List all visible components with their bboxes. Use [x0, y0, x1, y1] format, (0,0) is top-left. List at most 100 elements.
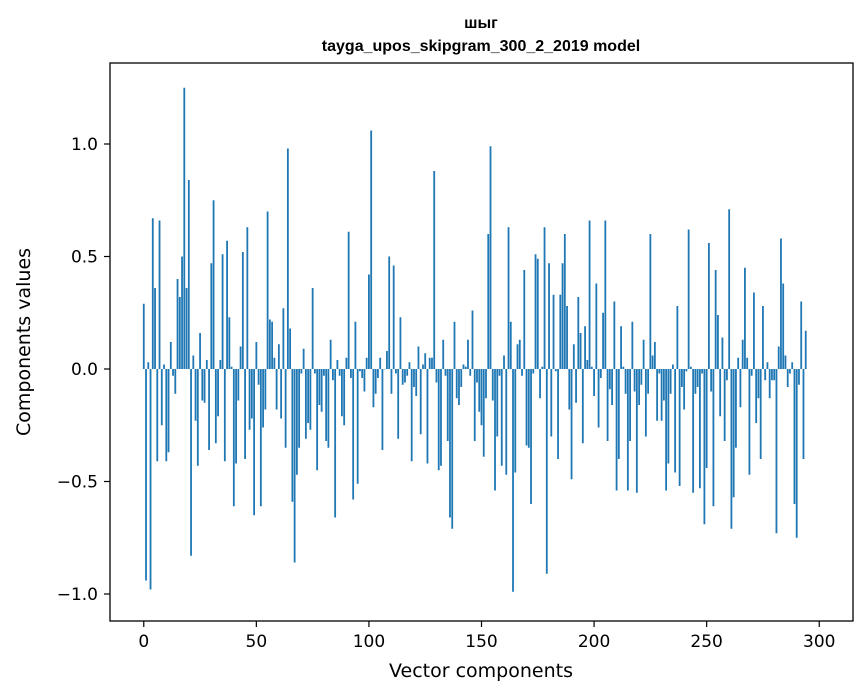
bar — [530, 369, 532, 504]
bar — [230, 366, 233, 369]
bar — [435, 369, 438, 383]
bar — [692, 369, 695, 493]
bar — [183, 87, 186, 369]
bar — [771, 369, 773, 381]
bar — [453, 321, 456, 369]
bar — [507, 227, 510, 369]
bar — [160, 369, 163, 426]
bar — [586, 360, 589, 369]
bar — [762, 306, 764, 369]
bar — [190, 369, 192, 556]
bar — [237, 369, 240, 401]
bar — [548, 263, 550, 369]
bar — [568, 369, 571, 410]
bar — [719, 369, 722, 417]
bar — [268, 319, 271, 369]
bar — [487, 234, 490, 369]
bar — [307, 369, 310, 423]
bar — [755, 369, 758, 423]
bar — [782, 283, 785, 369]
bar — [773, 369, 776, 381]
bar — [793, 369, 796, 504]
bar — [437, 369, 440, 471]
bar — [633, 369, 636, 392]
bar — [467, 339, 469, 369]
bar — [194, 369, 197, 421]
bar — [721, 337, 724, 369]
bar — [563, 234, 566, 369]
bar — [680, 369, 683, 387]
bar — [615, 369, 618, 491]
bar — [329, 339, 332, 369]
bar — [311, 288, 314, 369]
bar — [471, 310, 474, 369]
bar — [476, 369, 478, 383]
bar — [512, 369, 514, 592]
y-axis-ticks: −1.0 −0.5 0.0 0.5 1.0 — [57, 135, 110, 605]
bar — [147, 362, 150, 369]
bar — [597, 369, 600, 428]
bar — [318, 369, 321, 405]
bar — [726, 369, 728, 381]
bar — [419, 369, 422, 435]
bar — [723, 369, 726, 441]
bar — [570, 369, 573, 480]
bar — [174, 369, 177, 394]
bar — [735, 369, 737, 448]
bar — [653, 342, 656, 369]
bar — [786, 369, 789, 387]
bar — [431, 357, 433, 369]
bar — [176, 279, 179, 369]
bar — [392, 265, 395, 369]
bar — [701, 369, 704, 374]
bar — [696, 369, 699, 387]
bar — [509, 321, 512, 369]
bar — [640, 369, 643, 385]
bar — [617, 369, 620, 459]
bar — [154, 288, 156, 369]
bar — [561, 263, 564, 369]
bar — [667, 369, 670, 464]
bar — [485, 369, 487, 399]
bar — [336, 360, 339, 369]
bar — [259, 369, 262, 507]
bar — [262, 369, 264, 428]
bar — [764, 369, 767, 381]
bar — [523, 270, 526, 369]
bar — [588, 220, 591, 369]
bar — [417, 346, 420, 369]
bar — [728, 209, 731, 369]
y-tick-label: −1.0 — [57, 585, 98, 605]
bar — [352, 369, 355, 500]
bar — [458, 369, 460, 405]
bar — [343, 369, 346, 426]
bar — [694, 369, 697, 394]
bar — [401, 369, 404, 385]
bar — [665, 369, 668, 491]
bar — [579, 333, 582, 369]
bar — [777, 346, 780, 369]
bar — [235, 369, 237, 464]
bar — [370, 130, 373, 369]
bar — [320, 369, 323, 412]
bar — [316, 369, 319, 471]
bar — [422, 364, 424, 369]
bar — [500, 369, 503, 466]
bar — [322, 369, 325, 376]
bar — [635, 369, 638, 493]
bar — [780, 238, 782, 369]
bar — [341, 369, 343, 417]
bar — [313, 369, 316, 374]
bar — [169, 342, 172, 369]
bars-group — [142, 87, 807, 592]
bar — [172, 369, 174, 376]
bar — [196, 369, 199, 466]
bar — [687, 229, 690, 369]
bar — [455, 369, 458, 399]
bar — [298, 369, 301, 448]
bar — [541, 366, 544, 369]
bar — [413, 369, 415, 387]
x-tick-label: 50 — [246, 632, 268, 652]
bar — [181, 256, 183, 369]
bar — [741, 339, 744, 369]
